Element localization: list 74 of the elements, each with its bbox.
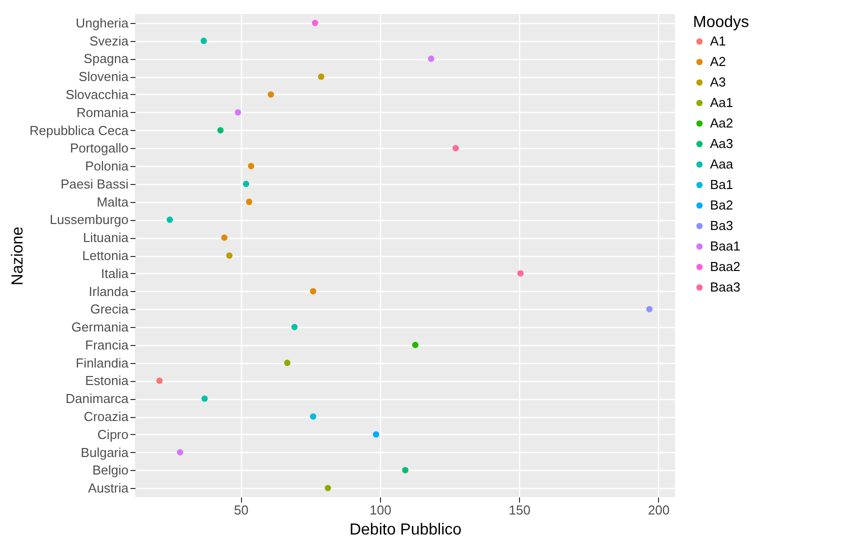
y-tick-label: Bulgaria xyxy=(80,444,130,460)
y-tick-label: Lettonia xyxy=(82,248,130,263)
point xyxy=(428,56,434,62)
y-tick-label: Romania xyxy=(76,104,130,120)
point xyxy=(310,413,316,420)
legend-label: A1 xyxy=(710,34,726,48)
point xyxy=(284,360,290,366)
legend-label: Baa1 xyxy=(710,238,740,254)
y-tick-label: Svezia xyxy=(89,33,130,48)
point xyxy=(246,198,252,205)
y-tick-label: Spagna xyxy=(84,51,130,66)
point xyxy=(156,378,163,384)
legend-label: Aa2 xyxy=(710,116,734,130)
point xyxy=(517,270,524,277)
point xyxy=(402,467,408,474)
legend-label: Aa3 xyxy=(710,136,734,151)
x-tick-label: 100 xyxy=(370,502,392,518)
y-tick-label: Germania xyxy=(71,320,130,335)
legend-label: Ba1 xyxy=(710,177,734,192)
point xyxy=(234,109,242,116)
y-tick-label: Cipro xyxy=(97,426,128,442)
y-tick-label: Finlandia xyxy=(76,355,130,370)
point xyxy=(452,145,459,152)
legend-label: Baa2 xyxy=(710,259,740,274)
point xyxy=(412,342,418,348)
point xyxy=(176,449,184,456)
point xyxy=(291,324,298,330)
legend-label: A2 xyxy=(710,54,726,69)
x-tick-label: 50 xyxy=(234,502,249,518)
y-tick-label: Estonia xyxy=(85,373,130,388)
y-tick-label: Irlanda xyxy=(88,284,130,299)
y-tick-label: Lituania xyxy=(82,230,130,246)
legend-label: Aa1 xyxy=(710,95,734,110)
point xyxy=(166,216,173,223)
x-axis-title: Debito Pubblico xyxy=(349,522,462,538)
y-tick-label: Paesi Bassi xyxy=(60,176,129,192)
y-tick-label: Repubblica Ceca xyxy=(29,122,130,138)
point xyxy=(200,38,207,44)
point xyxy=(248,162,254,170)
y-tick-label: Italia xyxy=(101,266,130,281)
y-tick-label: Francia xyxy=(85,337,130,352)
point xyxy=(201,395,208,402)
point xyxy=(646,306,653,312)
x-tick-label: 150 xyxy=(508,502,530,518)
point xyxy=(242,180,250,188)
y-tick-label: Slovacchia xyxy=(66,87,130,102)
legend-label: A3 xyxy=(710,74,726,90)
y-tick-label: Slovenia xyxy=(78,69,130,84)
point xyxy=(372,431,380,438)
y-tick-label: Grecia xyxy=(90,302,130,317)
point xyxy=(324,484,332,492)
y-tick-label: Ungheria xyxy=(76,15,130,30)
point xyxy=(310,288,316,294)
y-tick-label: Austria xyxy=(88,480,130,496)
legend-label: Ba3 xyxy=(710,218,734,233)
point xyxy=(312,20,318,26)
point xyxy=(217,127,224,134)
point xyxy=(318,73,324,80)
y-tick-label: Belgio xyxy=(92,462,128,478)
y-tick-label: Portogallo xyxy=(70,140,128,156)
y-tick-label: Lussemburgo xyxy=(50,212,128,228)
y-tick-label: Malta xyxy=(96,194,130,210)
y-axis-title: Nazione xyxy=(9,226,26,286)
y-tick-label: Danimarca xyxy=(66,391,130,406)
legend-title: Moodys xyxy=(693,14,750,31)
legend-label: Baa3 xyxy=(710,280,740,294)
point xyxy=(221,234,228,241)
y-tick-label: Polonia xyxy=(85,158,130,174)
point xyxy=(268,91,274,98)
y-tick-label: Croazia xyxy=(84,409,130,424)
legend-label: Ba2 xyxy=(710,198,734,212)
point xyxy=(226,252,233,259)
legend-label: Aaa xyxy=(710,156,734,172)
x-tick-label: 200 xyxy=(648,502,670,518)
